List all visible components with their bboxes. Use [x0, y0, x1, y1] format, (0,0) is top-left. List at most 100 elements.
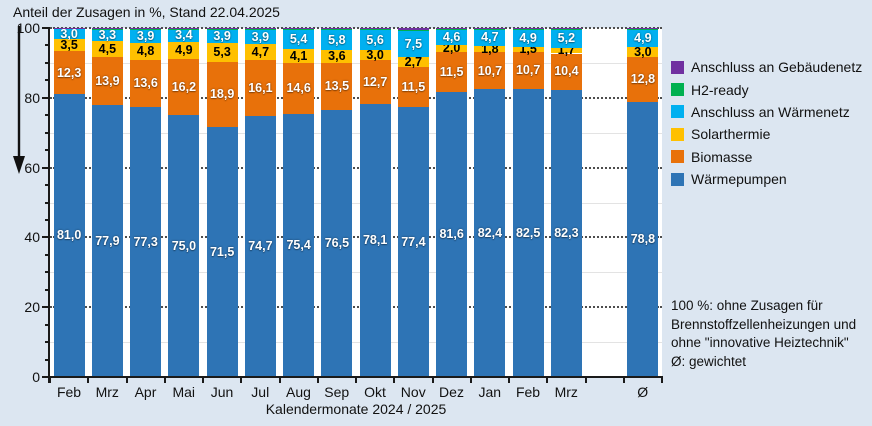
bar-value-label: 3,4 — [175, 28, 193, 43]
bar-segment-anschluss-waermenetz: 5,2 — [550, 29, 582, 48]
plot-area: 81,0 12,3 3,5 3,0 77,9 13,9 4,5 3,3 77,3 13,6 4,8 3… — [50, 27, 662, 377]
legend-label: Anschluss an Wärmenetz — [691, 103, 850, 120]
x-axis-tick — [278, 377, 281, 383]
bar-segment-biomasse: 12,3 — [53, 51, 85, 95]
bar-value-label: 5,6 — [366, 32, 384, 47]
bar-value-label: 13,6 — [133, 76, 158, 91]
x-axis-month-label: Mai — [172, 384, 196, 400]
bar-value-label: 77,4 — [401, 234, 426, 249]
legend-color-swatch — [671, 172, 684, 186]
bar-value-label: 12,7 — [362, 75, 388, 90]
x-axis-month-label: Dez — [439, 384, 464, 400]
bar-segment-solarthermie: 4,8 — [130, 43, 162, 60]
gridline-major — [50, 27, 662, 29]
bar-value-label: 4,6 — [442, 29, 461, 44]
bar-value-label: 71,5 — [209, 244, 235, 259]
legend-item: Anschluss an Wärmenetz — [671, 101, 862, 123]
legend-item: Anschluss an Gebäudenetz — [671, 56, 862, 78]
bar-segment-biomasse: 18,9 — [206, 61, 238, 128]
bar-segment-anschluss-gebaeudenetz — [436, 28, 468, 29]
x-axis-month-label: Feb — [56, 384, 82, 400]
y-axis-minor-tick — [45, 131, 50, 134]
bar-segment-h2-ready — [91, 28, 123, 30]
bar-segment-h2-ready — [283, 28, 315, 30]
y-axis-tick-label: 20 — [24, 299, 40, 316]
x-axis-month-label: Mrz — [95, 384, 119, 400]
bar-value-label: 13,5 — [324, 79, 350, 94]
gridline-major — [50, 236, 662, 239]
bar-value-label: 82,4 — [477, 225, 503, 240]
x-axis-tick — [125, 377, 128, 383]
y-axis-minor-tick — [45, 358, 50, 361]
bar-segment-anschluss-gebaeudenetz — [168, 28, 200, 29]
bar-segment-solarthermie: 3,5 — [53, 39, 85, 52]
x-axis-month-label: Aug — [286, 384, 311, 400]
bar-segment-solarthermie: 4,1 — [283, 48, 315, 63]
bar-segment-anschluss-waermenetz: 7,5 — [397, 31, 429, 58]
y-axis-line — [48, 28, 50, 383]
y-axis-tick-label: 0 — [32, 369, 40, 385]
bar-segment-solarthermie: 1,7 — [550, 44, 582, 56]
bar: 82,4 10,7 1,8 4,7 — [474, 28, 506, 377]
bar-value-label: 4,8 — [136, 44, 155, 59]
bar-segment-anschluss-waermenetz: 5,4 — [283, 29, 315, 49]
bar: 75,0 16,2 4,9 3,4 — [168, 28, 200, 377]
bar-segment-solarthermie: 4,9 — [168, 41, 200, 59]
bar-segment-h2-ready — [474, 28, 506, 30]
bar-value-label: 5,8 — [328, 32, 346, 47]
bar: 81,6 11,5 2,0 4,6 — [436, 28, 468, 377]
bar-segment-anschluss-waermenetz: 3,4 — [168, 28, 200, 43]
x-axis-tick — [546, 377, 549, 383]
bar-value-label: 18,9 — [209, 87, 235, 102]
bar-value-label: 82,5 — [515, 225, 541, 240]
x-axis-month-label: Nov — [400, 384, 426, 400]
bar-segment-anschluss-gebaeudenetz — [474, 28, 506, 29]
bar-segment-biomasse: 16,1 — [244, 60, 276, 117]
bar-segment-solarthermie: 2,0 — [436, 42, 468, 54]
bar-segment-anschluss-waermenetz: 3,9 — [206, 29, 238, 44]
bar-segment-biomasse: 13,5 — [321, 62, 353, 111]
bar-segment-biomasse: 12,7 — [359, 60, 391, 105]
x-axis-tick — [163, 377, 166, 383]
bar-value-label: 4,1 — [289, 48, 308, 63]
y-axis-tick — [42, 166, 50, 169]
legend-item: Wärmepumpen — [671, 168, 862, 190]
bar-segment-waermepumpen: 81,0 — [53, 94, 85, 377]
x-axis-tick — [508, 377, 510, 383]
bar-segment-h2-ready — [397, 29, 429, 32]
bar-value-label: 4,7 — [481, 30, 499, 45]
bar-segment-solarthermie: 2,7 — [397, 54, 429, 69]
bar: 71,5 18,9 5,3 3,9 — [206, 28, 238, 377]
bar-segment-waermepumpen: 71,5 — [206, 127, 238, 377]
gridline-minor — [50, 202, 662, 204]
bar-segment-anschluss-waermenetz: 4,9 — [627, 29, 659, 47]
x-axis-month-label: Jan — [478, 384, 502, 400]
y-axis-minor-tick — [45, 201, 50, 204]
bar-value-label: 4,9 — [519, 30, 537, 45]
bar-segment-h2-ready — [359, 29, 391, 31]
bar-value-label: 12,3 — [56, 65, 82, 80]
x-axis-tick — [584, 377, 587, 383]
gridline-minor — [50, 62, 662, 64]
footnote-line: 100 %: ohne Zusagen für — [671, 298, 823, 313]
x-axis-month-label: Okt — [364, 384, 386, 400]
bar-segment-waermepumpen: 81,6 — [436, 92, 468, 377]
bar: 77,4 11,5 2,7 7,5 — [397, 28, 429, 377]
bar-value-label: 10,7 — [477, 63, 503, 78]
x-axis-month-label: Jul — [251, 384, 270, 400]
legend-color-swatch — [671, 60, 684, 74]
bar-segment-biomasse: 13,9 — [91, 56, 123, 106]
y-axis-minor-tick — [45, 341, 50, 344]
gridline-minor — [50, 272, 662, 274]
bar-value-label: 2,7 — [404, 54, 423, 69]
bar-value-label: 81,6 — [439, 227, 464, 242]
bar-segment-h2-ready — [550, 28, 582, 30]
bar: 78,1 12,7 3,0 5,6 — [359, 28, 391, 377]
bar-value-label: 3,9 — [136, 28, 155, 43]
bar-segment-waermepumpen: 76,5 — [321, 110, 353, 377]
x-axis-month-label: Mrz — [554, 384, 578, 400]
bar-segment-anschluss-gebaeudenetz — [627, 28, 659, 30]
bar-value-label: 82,3 — [554, 226, 579, 241]
y-axis-tick — [42, 306, 50, 309]
bar-segment-anschluss-gebaeudenetz — [512, 28, 544, 29]
